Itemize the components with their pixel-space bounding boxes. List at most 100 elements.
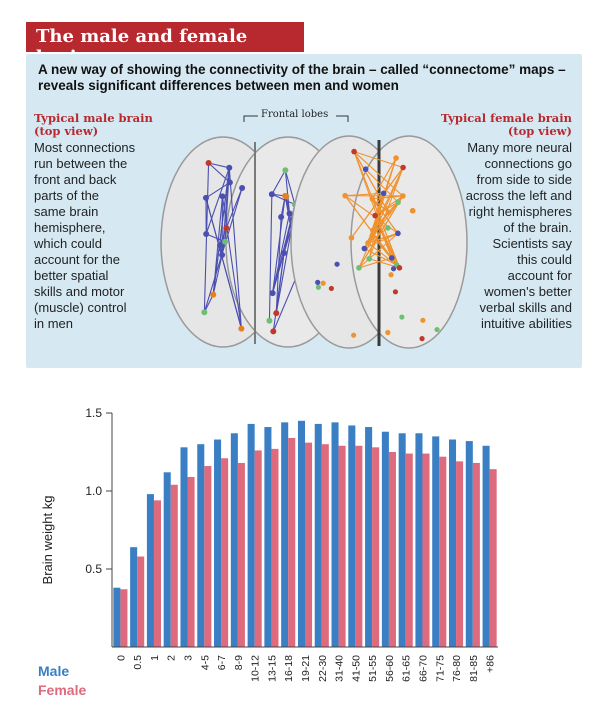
x-tick-label: 61-65	[401, 655, 413, 682]
male-line: same brain	[34, 204, 99, 219]
legend-female: Female	[38, 682, 87, 698]
x-tick-label: 81-85	[468, 655, 480, 682]
male-bar	[214, 439, 222, 647]
male-connection-line	[272, 195, 286, 294]
male-bar	[465, 441, 473, 647]
male-node	[226, 164, 233, 171]
female-bar	[472, 462, 480, 647]
female-brain-description: Many more neural connections go from side …	[422, 140, 572, 332]
female-connection-line	[353, 151, 389, 213]
female-node	[369, 196, 376, 202]
female-node	[393, 155, 399, 161]
x-tick-label: 10-12	[250, 655, 262, 682]
male-node	[278, 214, 285, 221]
female-node	[388, 255, 395, 261]
female-node	[385, 225, 391, 231]
male-connection-line	[268, 194, 273, 321]
female-bar	[187, 476, 195, 647]
x-tick-label: 51-55	[367, 655, 379, 682]
female-connection-line	[371, 157, 397, 200]
male-line: better spatial	[34, 268, 109, 283]
x-tick-label: 76-80	[451, 655, 463, 682]
female-bar	[137, 556, 145, 647]
male-connection-line	[275, 226, 293, 314]
male-bar	[365, 427, 373, 647]
male-node	[282, 167, 289, 174]
x-tick-label: 19-21	[300, 655, 312, 682]
male-connection-line	[205, 181, 231, 199]
x-tick-label: 71-75	[434, 655, 446, 682]
female-bar	[338, 445, 346, 647]
female-bar	[221, 458, 229, 647]
male-node	[283, 193, 290, 200]
male-node	[202, 194, 209, 201]
male-bar	[482, 445, 490, 647]
x-tick-label: 13-15	[266, 655, 278, 682]
female-connection-line	[367, 232, 399, 244]
female-connection-line	[367, 242, 398, 266]
female-node	[351, 332, 357, 338]
female-node	[388, 272, 394, 278]
male-bar	[230, 433, 238, 647]
female-line: across the left and	[465, 188, 572, 203]
female-brain-image	[290, 135, 468, 349]
female-bar	[321, 444, 329, 647]
male-connection-line	[225, 187, 243, 229]
male-bar	[381, 431, 389, 647]
female-bar	[288, 437, 296, 647]
male-node	[223, 224, 230, 231]
female-bar	[254, 450, 262, 647]
male-connection-line	[205, 197, 242, 329]
male-connection-line	[203, 294, 214, 313]
female-node	[395, 199, 401, 206]
subtitle: A new way of showing the connectivity of…	[38, 62, 566, 93]
male-line: which could	[34, 236, 102, 251]
female-bar	[372, 447, 380, 647]
male-line: in men	[34, 316, 74, 331]
female-connection-line	[353, 151, 393, 259]
female-node	[385, 209, 392, 216]
male-bar	[281, 422, 289, 647]
male-connection-line	[284, 170, 296, 205]
female-node	[399, 314, 405, 320]
male-node	[238, 325, 245, 332]
x-tick-label: 1	[149, 655, 161, 661]
female-bar	[305, 442, 313, 647]
male-node	[268, 191, 275, 198]
male-connection-line	[208, 162, 230, 169]
male-line: (muscle) control	[34, 300, 127, 315]
male-node	[266, 317, 273, 324]
female-connection-line	[358, 232, 399, 269]
female-node	[380, 190, 387, 197]
female-node	[372, 212, 378, 219]
female-connection-line	[374, 215, 400, 269]
female-node	[315, 279, 321, 286]
male-connection-line	[203, 162, 210, 313]
x-tick-label: 4-5	[199, 655, 211, 670]
x-axis-tick-labels: 0 0.5 1 2 3 4-5 6-7 8-9 10-12 13-15 16-18 19-21 22-3…	[115, 655, 496, 682]
male-node	[273, 310, 280, 317]
female-bar	[170, 484, 178, 647]
female-node	[351, 148, 357, 155]
legend-male: Male	[38, 663, 70, 679]
x-tick-label: 0.5	[132, 655, 144, 670]
female-node	[362, 166, 369, 173]
x-tick-label: 16-18	[283, 655, 295, 682]
female-node	[342, 192, 348, 199]
female-node	[419, 336, 425, 342]
male-node	[226, 179, 233, 186]
female-bar	[355, 445, 363, 647]
female-line: connections go	[484, 156, 572, 171]
bars	[113, 420, 497, 647]
male-bar	[314, 423, 322, 647]
male-heading-view: (top view)	[34, 124, 99, 138]
female-connection-line	[353, 151, 404, 197]
y-tick-label: 0.5	[85, 562, 102, 576]
y-axis-ticks: 0.5 1.0 1.5	[85, 406, 112, 576]
female-node	[348, 234, 355, 241]
male-node	[217, 242, 224, 249]
female-line: of the brain.	[503, 220, 572, 235]
male-node	[239, 185, 246, 192]
info-panel: A new way of showing the connectivity of…	[26, 54, 582, 368]
female-bar	[237, 462, 245, 647]
